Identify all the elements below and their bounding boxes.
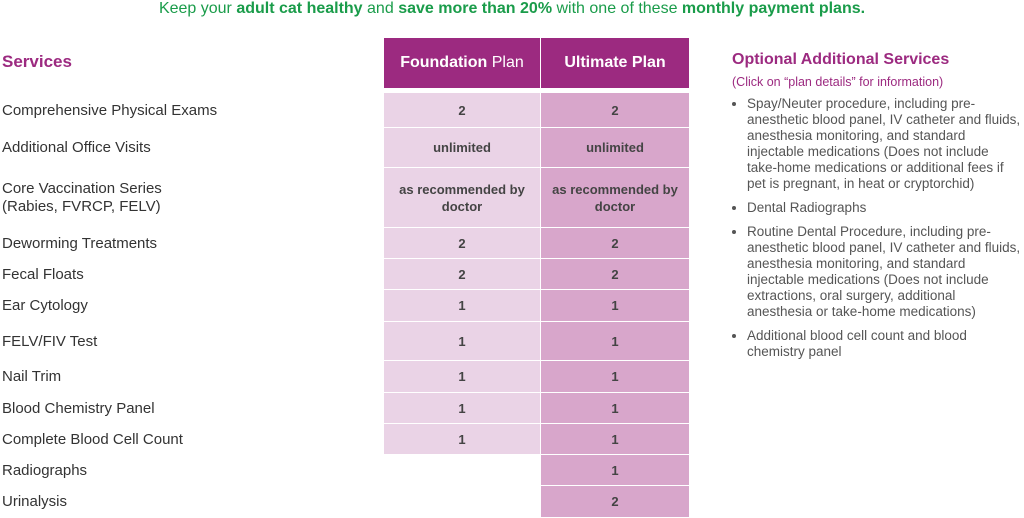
foundation-cell: 1 [384,361,540,393]
foundation-cell: 1 [384,393,540,424]
plan-value: 1 [458,400,466,416]
service-name: Radiographs [2,461,88,479]
ultimate-cell: 2 [541,486,689,518]
foundation-cell: 1 [384,322,540,361]
plan-value: 1 [458,431,466,447]
service-name: Nail Trim [2,368,62,385]
service-cell: Core Vaccination Series (Rabies, FVRCP, F… [2,168,372,228]
plan-value: 2 [458,102,466,118]
plan-value: unlimited [586,140,644,155]
ultimate-cell: 1 [541,393,689,424]
header-text: with one of these [556,0,678,17]
service-cell: Radiographs [2,455,372,486]
service-name: (Rabies, FVRCP, FELV) [2,198,161,215]
plan-value: 1 [611,431,619,447]
header: Keep your adult cat healthy and save mor… [0,0,1024,18]
ultimate-cell: 1 [541,361,689,393]
header-emphasis: adult cat healthy [236,0,363,17]
service-cell: Additional Office Visits [2,128,372,168]
ultimate-cell: 1 [541,290,689,322]
plan-value: unlimited [433,140,491,155]
header-emphasis: monthly payment plans. [681,0,866,17]
plan-value: 1 [458,298,466,313]
plan-value: 1 [611,369,619,384]
side-item: Spay/Neuter procedure, including pre-ane… [747,96,1022,192]
ultimate-cell: 1 [541,455,689,486]
plan-header: Ultimate Plan [541,38,689,88]
plan-name: Ultimate [564,54,628,71]
plan-value: 2 [611,266,619,282]
plan-value: 2 [611,235,619,251]
foundation-cell: 2 [384,259,540,290]
service-name: Comprehensive Physical Exams [2,101,218,119]
plan-value: 2 [611,102,619,118]
header-text: and [367,0,394,17]
service-cell: Comprehensive Physical Exams [2,93,372,128]
side-item: Dental Radiographs [747,200,1022,216]
foundation-cell: unlimited [384,128,540,168]
header-emphasis: save more than 20% [398,0,553,17]
plan-value: 1 [458,333,466,349]
plan-suffix: Plan [631,54,666,71]
service-name: Additional Office Visits [2,139,151,156]
header-text: Keep your [158,0,232,17]
side-note: (Click on “plan details” for information… [732,75,944,89]
ultimate-cell: as recommended by doctor [541,168,689,228]
service-name: Urinalysis [2,493,68,510]
foundation-cell: as recommended by doctor [384,168,540,228]
plan-value: 1 [611,400,619,416]
plan-value: 1 [611,462,619,478]
service-cell: Fecal Floats [2,259,372,290]
service-cell: Deworming Treatments [2,228,372,259]
service-cell: Urinalysis [2,486,372,518]
service-name: Blood Chemistry Panel [2,399,155,417]
ultimate-cell: 2 [541,259,689,290]
optional-services: Optional Additional Services (Click on “… [732,52,1022,368]
ultimate-cell: 2 [541,93,689,128]
plan-value: 1 [611,298,619,313]
service-name: Fecal Floats [2,265,84,283]
services-heading: Services [2,52,72,71]
plan-value: 1 [611,333,619,349]
plan-suffix: Plan [491,54,524,71]
service-name: Complete Blood Cell Count [2,430,183,448]
service-name: Ear Cytology [2,297,88,314]
side-item: Routine Dental Procedure, including pre-… [747,224,1022,320]
ultimate-cell: 1 [541,424,689,455]
ultimate-cell: 1 [541,322,689,361]
plan-value: 2 [458,235,466,251]
foundation-cell: 1 [384,424,540,455]
service-cell: Complete Blood Cell Count [2,424,372,455]
plan-header: Foundation Plan [384,38,540,88]
plan-name: Foundation [400,54,488,71]
plan-value: as recommended by doctor [552,181,678,214]
service-name: Core Vaccination Series [2,180,162,197]
ultimate-cell: unlimited [541,128,689,168]
plan-value: as recommended by doctor [399,181,525,214]
side-item: Additional blood cell count and blood ch… [747,328,1022,360]
service-cell: FELV/FIV Test [2,322,372,361]
foundation-cell: 1 [384,290,540,322]
plan-value: 2 [611,494,619,509]
side-title: Optional Additional Services [732,51,950,68]
plan-value: 2 [458,266,466,282]
service-cell: Nail Trim [2,361,372,393]
service-cell: Ear Cytology [2,290,372,322]
side-list: Spay/Neuter procedure, including pre-ane… [732,96,1022,360]
foundation-cell: 2 [384,93,540,128]
service-name: FELV/FIV Test [2,332,98,350]
plan-value: 1 [458,369,466,384]
service-name: Deworming Treatments [2,234,158,252]
ultimate-cell: 2 [541,228,689,259]
service-cell: Blood Chemistry Panel [2,393,372,424]
foundation-cell: 2 [384,228,540,259]
